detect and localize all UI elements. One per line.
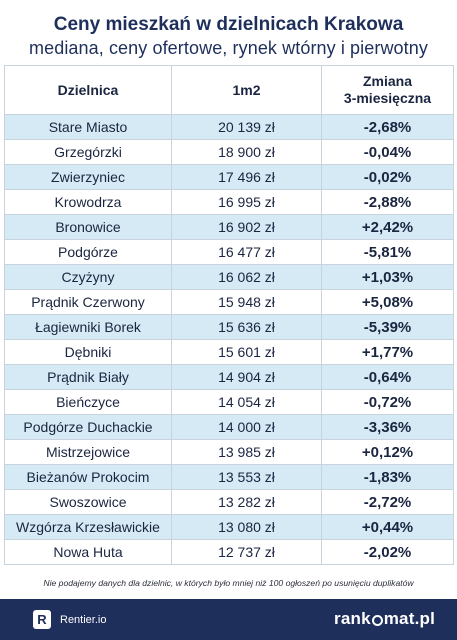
- footer-bar: R Rentier.io rank mat.pl: [0, 599, 457, 640]
- rankomat-logo: rank mat.pl: [334, 609, 435, 629]
- cell-change: -5,81%: [321, 239, 454, 265]
- cell-district: Wzgórza Krzesławickie: [4, 514, 172, 540]
- table-row: Wzgórza Krzesławickie 13 080 zł +0,44%: [4, 514, 454, 540]
- table-row: Stare Miasto 20 139 zł -2,68%: [4, 114, 454, 140]
- table-row: Swoszowice 13 282 zł -2,72%: [4, 489, 454, 515]
- cell-price: 14 000 zł: [171, 414, 322, 440]
- cell-price: 14 054 zł: [171, 389, 322, 415]
- price-table: Dzielnica 1m2 Zmiana 3-miesięczna Stare …: [4, 65, 454, 565]
- column-header-district: Dzielnica: [4, 65, 172, 115]
- rankomat-prefix: rank: [334, 609, 371, 628]
- cell-district: Czyżyny: [4, 264, 172, 290]
- cell-change: +2,42%: [321, 214, 454, 240]
- cell-price: 20 139 zł: [171, 114, 322, 140]
- table-row: Mistrzejowice 13 985 zł +0,12%: [4, 439, 454, 465]
- rentier-label: Rentier.io: [60, 613, 107, 626]
- cell-district: Nowa Huta: [4, 539, 172, 565]
- table-row: Prądnik Czerwony 15 948 zł +5,08%: [4, 289, 454, 315]
- cell-price: 16 902 zł: [171, 214, 322, 240]
- table-row: Dębniki 15 601 zł +1,77%: [4, 339, 454, 365]
- cell-change: -0,72%: [321, 389, 454, 415]
- rankomat-o-icon: [371, 614, 383, 626]
- cell-change: -2,72%: [321, 489, 454, 515]
- rentier-logo: R Rentier.io: [33, 610, 106, 629]
- table-body: Stare Miasto 20 139 zł -2,68% Grzegórzki 18 …: [4, 114, 454, 565]
- rankomat-suffix: mat.pl: [383, 609, 435, 628]
- table-row: Nowa Huta 12 737 zł -2,02%: [4, 539, 454, 565]
- cell-change: -3,36%: [321, 414, 454, 440]
- table-row: Podgórze 16 477 zł -5,81%: [4, 239, 454, 265]
- cell-price: 15 601 zł: [171, 339, 322, 365]
- table-row: Czyżyny 16 062 zł +1,03%: [4, 264, 454, 290]
- cell-price: 16 995 zł: [171, 189, 322, 215]
- table-row: Bronowice 16 902 zł +2,42%: [4, 214, 454, 240]
- cell-change: +1,77%: [321, 339, 454, 365]
- cell-change: +0,12%: [321, 439, 454, 465]
- cell-change: -5,39%: [321, 314, 454, 340]
- rentier-badge-icon: R: [33, 610, 51, 629]
- table-row: Grzegórzki 18 900 zł -0,04%: [4, 139, 454, 165]
- cell-change: -0,04%: [321, 139, 454, 165]
- cell-district: Zwierzyniec: [4, 164, 172, 190]
- cell-change: -2,68%: [321, 114, 454, 140]
- cell-price: 15 948 zł: [171, 289, 322, 315]
- table-row: Bieńczyce 14 054 zł -0,72%: [4, 389, 454, 415]
- cell-change: +1,03%: [321, 264, 454, 290]
- cell-district: Mistrzejowice: [4, 439, 172, 465]
- cell-price: 17 496 zł: [171, 164, 322, 190]
- cell-price: 13 282 zł: [171, 489, 322, 515]
- cell-district: Bronowice: [4, 214, 172, 240]
- table-row: Podgórze Duchackie 14 000 zł -3,36%: [4, 414, 454, 440]
- cell-district: Bieżanów Prokocim: [4, 464, 172, 490]
- table-row: Zwierzyniec 17 496 zł -0,02%: [4, 164, 454, 190]
- cell-district: Swoszowice: [4, 489, 172, 515]
- table-row: Krowodrza 16 995 zł -2,88%: [4, 189, 454, 215]
- cell-district: Stare Miasto: [4, 114, 172, 140]
- cell-price: 15 636 zł: [171, 314, 322, 340]
- cell-district: Grzegórzki: [4, 139, 172, 165]
- footnote: Nie podajemy danych dla dzielnic, w któr…: [43, 578, 414, 588]
- cell-price: 14 904 zł: [171, 364, 322, 390]
- cell-change: +5,08%: [321, 289, 454, 315]
- cell-district: Prądnik Biały: [4, 364, 172, 390]
- cell-change: -2,88%: [321, 189, 454, 215]
- page-title: Ceny mieszkań w dzielnicach Krakowa: [53, 14, 404, 35]
- page-subtitle: mediana, ceny ofertowe, rynek wtórny i p…: [29, 38, 428, 58]
- cell-district: Podgórze: [4, 239, 172, 265]
- cell-change: +0,44%: [321, 514, 454, 540]
- cell-district: Krowodrza: [4, 189, 172, 215]
- cell-price: 13 553 zł: [171, 464, 322, 490]
- cell-change: -2,02%: [321, 539, 454, 565]
- cell-district: Prądnik Czerwony: [4, 289, 172, 315]
- cell-district: Podgórze Duchackie: [4, 414, 172, 440]
- cell-change: -1,83%: [321, 464, 454, 490]
- cell-district: Bieńczyce: [4, 389, 172, 415]
- cell-price: 12 737 zł: [171, 539, 322, 565]
- cell-price: 16 062 zł: [171, 264, 322, 290]
- column-header-change: Zmiana 3-miesięczna: [321, 65, 454, 115]
- table-row: Bieżanów Prokocim 13 553 zł -1,83%: [4, 464, 454, 490]
- cell-change: -0,64%: [321, 364, 454, 390]
- table-row: Prądnik Biały 14 904 zł -0,64%: [4, 364, 454, 390]
- cell-price: 18 900 zł: [171, 139, 322, 165]
- table-row: Łagiewniki Borek 15 636 zł -5,39%: [4, 314, 454, 340]
- cell-district: Dębniki: [4, 339, 172, 365]
- cell-price: 13 080 zł: [171, 514, 322, 540]
- table-header: Dzielnica 1m2 Zmiana 3-miesięczna: [4, 65, 454, 115]
- cell-change: -0,02%: [321, 164, 454, 190]
- cell-price: 13 985 zł: [171, 439, 322, 465]
- column-header-price: 1m2: [171, 65, 322, 115]
- cell-price: 16 477 zł: [171, 239, 322, 265]
- cell-district: Łagiewniki Borek: [4, 314, 172, 340]
